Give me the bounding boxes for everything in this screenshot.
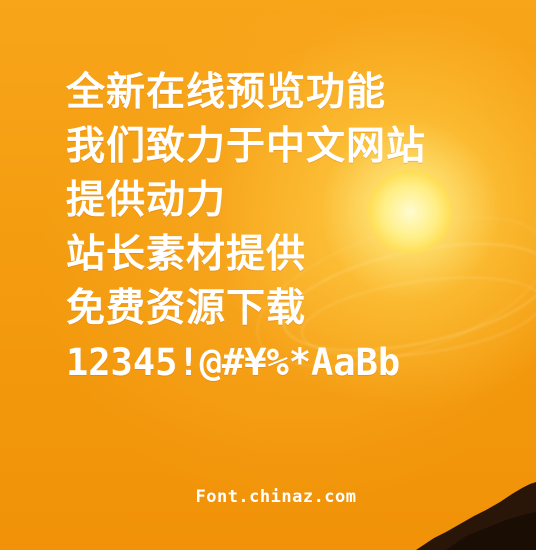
site-watermark: Font.chinaz.com bbox=[195, 487, 357, 507]
preview-line: 提供动力 bbox=[66, 178, 227, 223]
font-preview-lines: 全新在线预览功能 我们致力于中文网站 提供动力 站长素材提供 免费资源下载 12… bbox=[66, 66, 426, 390]
preview-line: 我们致力于中文网站 bbox=[66, 124, 427, 169]
preview-line-characters: 12345!@#¥%*AaBb bbox=[66, 341, 401, 384]
sun-glow bbox=[368, 170, 452, 254]
preview-line: 免费资源下载 bbox=[66, 286, 307, 331]
mountain-silhouette bbox=[416, 482, 536, 550]
preview-line: 全新在线预览功能 bbox=[66, 70, 387, 115]
preview-line: 站长素材提供 bbox=[66, 232, 307, 277]
